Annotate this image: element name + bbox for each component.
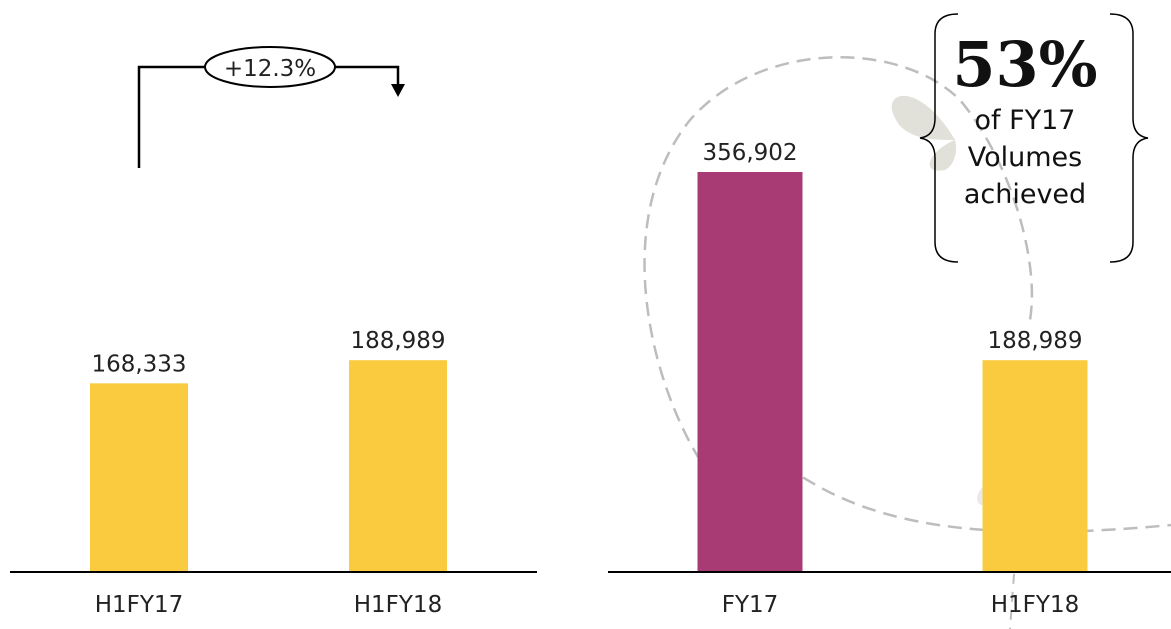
growth-annotation: +12.3% <box>137 46 405 168</box>
growth-arrow-line <box>137 65 400 168</box>
callout-line-1: of FY17 <box>974 105 1076 136</box>
dashed-circle-decoration <box>643 56 1034 461</box>
growth-label: +12.3% <box>224 56 316 82</box>
callout-line-2: Volumes <box>967 142 1083 173</box>
bar-h1fy17 <box>90 383 188 572</box>
callout-headline: 53% <box>952 28 1098 101</box>
callout-line-3: achieved <box>963 179 1087 210</box>
bar-h1fy18 <box>349 360 447 572</box>
data-label-h1fy17: 168,333 <box>91 351 186 377</box>
left-brace-decoration <box>919 13 959 263</box>
data-label-h1fy18: 188,989 <box>987 328 1082 354</box>
bar-h1fy18 <box>982 360 1088 572</box>
growth-bubble <box>204 46 336 88</box>
tick-label-h1fy18: H1FY18 <box>354 592 442 618</box>
tick-label-h1fy17: H1FY17 <box>95 592 183 618</box>
data-label-h1fy18: 188,989 <box>350 328 445 354</box>
chart-2: 356,902 FY17 188,989 H1FY18 <box>697 140 1088 618</box>
tick-label-fy17: FY17 <box>722 592 779 618</box>
data-label-fy17: 356,902 <box>702 140 797 166</box>
bar-fy17 <box>697 172 803 572</box>
dashed-curve-decoration <box>784 463 1171 534</box>
callout-box: 53% of FY17 Volumes achieved <box>940 28 1110 213</box>
arrow-head-icon <box>391 84 405 97</box>
tick-label-h1fy18: H1FY18 <box>991 592 1079 618</box>
chart-1: 168,333 H1FY17 188,989 H1FY18 <box>90 328 447 618</box>
right-brace-decoration <box>1109 13 1149 263</box>
butterfly-decoration <box>891 95 957 171</box>
